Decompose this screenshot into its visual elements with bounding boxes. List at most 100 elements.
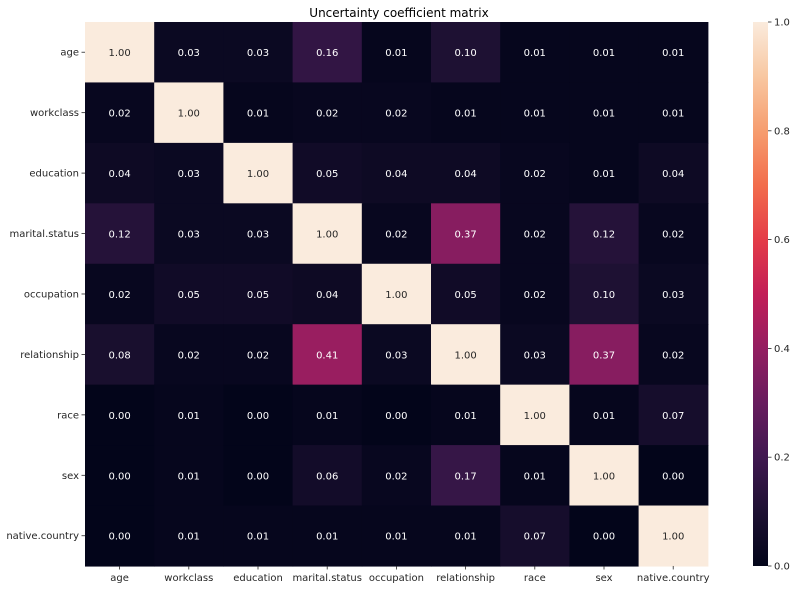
heatmap-cell-education-native.country	[638, 142, 709, 204]
heatmap-cell-education-relationship	[431, 142, 501, 204]
cell-value-label: 0.02	[524, 290, 546, 301]
heatmap-cell-occupation-occupation	[361, 263, 432, 325]
cell-value-label: 0.02	[385, 109, 407, 120]
heatmap-cell-workclass-native.country	[638, 82, 709, 144]
cell-value-label: 0.01	[593, 109, 615, 120]
cell-value-label: 0.05	[454, 290, 476, 301]
heatmap-cell-native.country-marital.status	[292, 505, 363, 567]
cell-value-label: 0.01	[178, 411, 200, 422]
y-tick-label: marital.status	[10, 229, 80, 240]
cell-value-label: 0.01	[316, 532, 338, 543]
cell-value-label: 0.01	[524, 471, 546, 482]
heatmap-cell-marital.status-age	[85, 203, 155, 265]
cell-value-label: 0.37	[454, 230, 476, 241]
x-tick-labels: age workclass education marital.status occup…	[110, 565, 710, 584]
cell-value-label: 0.01	[593, 411, 615, 422]
cell-value-label: 0.08	[108, 350, 130, 361]
cell-value-label: 0.17	[454, 471, 476, 482]
heatmap-cell-age-native.country	[638, 22, 709, 84]
heatmap-cell-relationship-native.country	[638, 324, 709, 386]
heatmap-cell-workclass-sex	[569, 82, 640, 144]
cell-value-label: 0.02	[662, 230, 684, 241]
cell-value-label: 0.01	[593, 48, 615, 59]
heatmap-cell-native.country-native.country	[638, 505, 709, 567]
heatmap-cell-native.country-race	[500, 505, 570, 567]
heatmap-cell-native.country-relationship	[431, 505, 501, 567]
heatmap-cell-occupation-native.country	[638, 263, 709, 325]
cell-value-label: 0.03	[385, 350, 407, 361]
heatmap-cell-marital.status-sex	[569, 203, 640, 265]
cell-value-label: 1.00	[108, 48, 130, 59]
heatmap-cell-workclass-occupation	[361, 82, 432, 144]
heatmap-cell-relationship-workclass	[154, 324, 224, 386]
y-tick-label: native.country	[6, 531, 79, 542]
heatmap-cell-sex-occupation	[361, 445, 432, 507]
cell-value-label: 1.00	[593, 471, 615, 482]
heatmap-cell-native.country-workclass	[154, 505, 224, 567]
cell-value-label: 0.12	[593, 230, 615, 241]
cell-value-label: 0.03	[178, 169, 200, 180]
heatmap-cell-marital.status-relationship	[431, 203, 501, 265]
cell-value-label: 0.01	[454, 411, 476, 422]
cell-value-label: 0.05	[316, 169, 338, 180]
heatmap-cell-race-sex	[569, 384, 640, 446]
cell-value-label: 0.04	[454, 169, 476, 180]
y-tick-label: race	[57, 410, 79, 421]
cell-value-label: 0.00	[385, 411, 407, 422]
heatmap-cell-marital.status-education	[223, 203, 294, 265]
cell-value-label: 0.01	[316, 411, 338, 422]
heatmap-cell-native.country-age	[85, 505, 155, 567]
heatmap-cell-sex-age	[85, 445, 155, 507]
heatmap-cell-relationship-marital.status	[292, 324, 363, 386]
cell-value-label: 0.10	[454, 48, 476, 59]
cell-value-label: 0.05	[178, 290, 200, 301]
heatmap-cell-race-occupation	[361, 384, 432, 446]
heatmap-cell-relationship-sex	[569, 324, 640, 386]
heatmap-cell-education-marital.status	[292, 142, 363, 204]
cell-value-label: 1.00	[454, 350, 476, 361]
heatmap-cell-occupation-race	[500, 263, 570, 325]
cell-value-label: 0.04	[108, 169, 130, 180]
colorbar-tick-label: 0.2	[774, 453, 790, 464]
heatmap-cell-race-relationship	[431, 384, 501, 446]
heatmap-cell-age-education	[223, 22, 294, 84]
heatmap-cell-marital.status-native.country	[638, 203, 709, 265]
cell-value-label: 0.01	[247, 532, 269, 543]
cell-value-label: 0.01	[385, 532, 407, 543]
cell-value-label: 0.01	[178, 471, 200, 482]
heatmap-cell-sex-education	[223, 445, 294, 507]
heatmap-cell-occupation-workclass	[154, 263, 224, 325]
cell-value-label: 0.02	[247, 350, 269, 361]
colorbar-tick-label: 0.4	[774, 344, 790, 355]
cell-value-label: 0.41	[316, 350, 338, 361]
cell-value-label: 0.37	[593, 350, 615, 361]
y-tick-label: age	[60, 48, 79, 59]
cell-value-label: 0.01	[524, 48, 546, 59]
y-tick-label: relationship	[20, 350, 79, 361]
heatmap-cell-workclass-race	[500, 82, 570, 144]
cell-value-label: 0.03	[524, 350, 546, 361]
colorbar-ticks: 0.0 0.2 0.4 0.6 0.8 1.0	[768, 18, 790, 573]
cell-value-label: 0.02	[108, 109, 130, 120]
cell-value-label: 0.05	[247, 290, 269, 301]
cell-value-label: 0.04	[385, 169, 407, 180]
heatmap-cell-education-sex	[569, 142, 640, 204]
cell-value-label: 0.00	[247, 471, 269, 482]
cell-value-label: 0.01	[662, 48, 684, 59]
heatmap-cell-occupation-age	[85, 263, 155, 325]
cell-value-label: 0.04	[316, 290, 338, 301]
colorbar: 0.0 0.2 0.4 0.6 0.8 1.0	[753, 18, 790, 573]
heatmap-cell-sex-race	[500, 445, 570, 507]
x-tick-label: workclass	[164, 573, 213, 584]
heatmap-cell-occupation-relationship	[431, 263, 501, 325]
heatmap-cell-marital.status-occupation	[361, 203, 432, 265]
cell-value-label: 0.04	[662, 169, 684, 180]
heatmap-cell-marital.status-marital.status	[292, 203, 363, 265]
heatmap-cell-relationship-occupation	[361, 324, 432, 386]
heatmap-cell-race-marital.status	[292, 384, 363, 446]
y-tick-labels: age workclass education marital.status occup…	[6, 48, 85, 542]
colorbar-tick-label: 0.6	[774, 235, 790, 246]
cell-value-label: 0.03	[662, 290, 684, 301]
heatmap-cell-workclass-age	[85, 82, 155, 144]
heatmap-cell-relationship-age	[85, 324, 155, 386]
